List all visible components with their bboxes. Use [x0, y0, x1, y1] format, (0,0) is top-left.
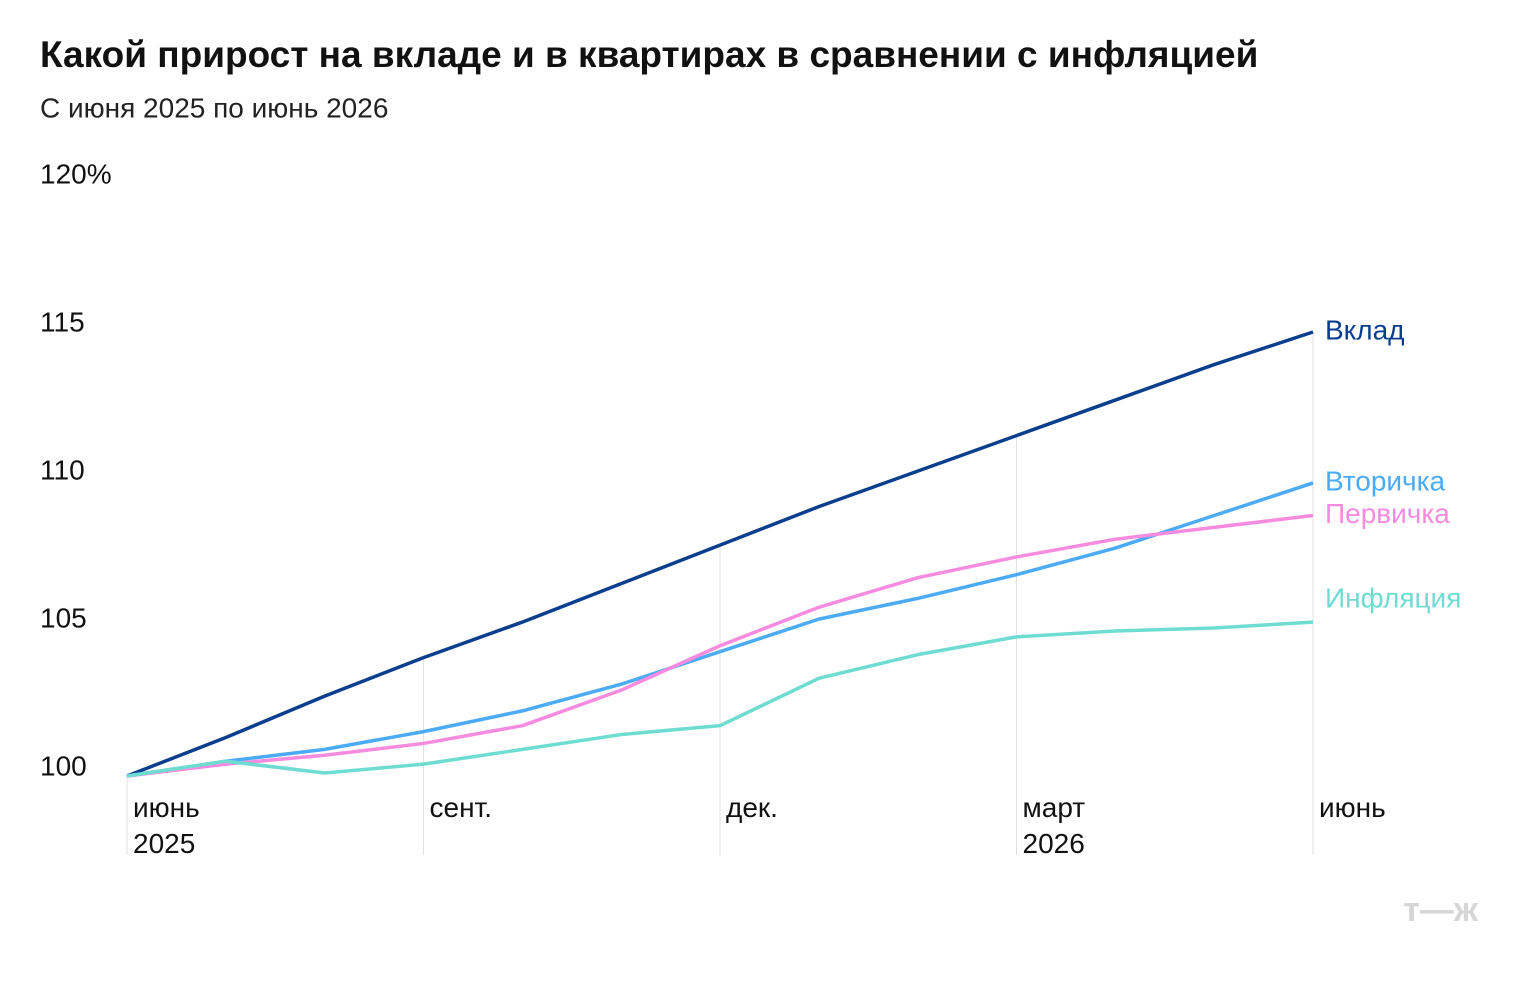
- x-tick-label: июнь: [1319, 792, 1386, 823]
- logo: т—ж: [1403, 891, 1479, 929]
- y-tick-label: 105: [40, 602, 87, 633]
- y-tick-label: 120%: [40, 158, 112, 189]
- line: [126, 620, 1314, 778]
- legend-label: Инфляция: [1325, 582, 1461, 613]
- x-tick-label: март 2026: [1022, 792, 1086, 859]
- y-tick-label: 110: [40, 454, 85, 485]
- chart-subtitle: С июня 2025 по июнь 2026: [40, 92, 388, 123]
- legend-label: Вклад: [1325, 314, 1405, 345]
- line: [126, 513, 1314, 778]
- y-tick-label: 100: [40, 750, 87, 781]
- line: [126, 481, 1314, 778]
- chart-title: Какой прирост на вкладе и в квартирах в …: [40, 34, 1258, 75]
- legend-label: Первичка: [1325, 498, 1450, 529]
- x-tick-label: июнь 2025: [133, 792, 200, 859]
- legend-label: Вторичка: [1325, 465, 1445, 496]
- x-tick-label: дек.: [726, 792, 778, 823]
- line: [126, 330, 1314, 778]
- y-tick-label: 115: [40, 306, 85, 337]
- x-tick-label: сент.: [429, 792, 493, 823]
